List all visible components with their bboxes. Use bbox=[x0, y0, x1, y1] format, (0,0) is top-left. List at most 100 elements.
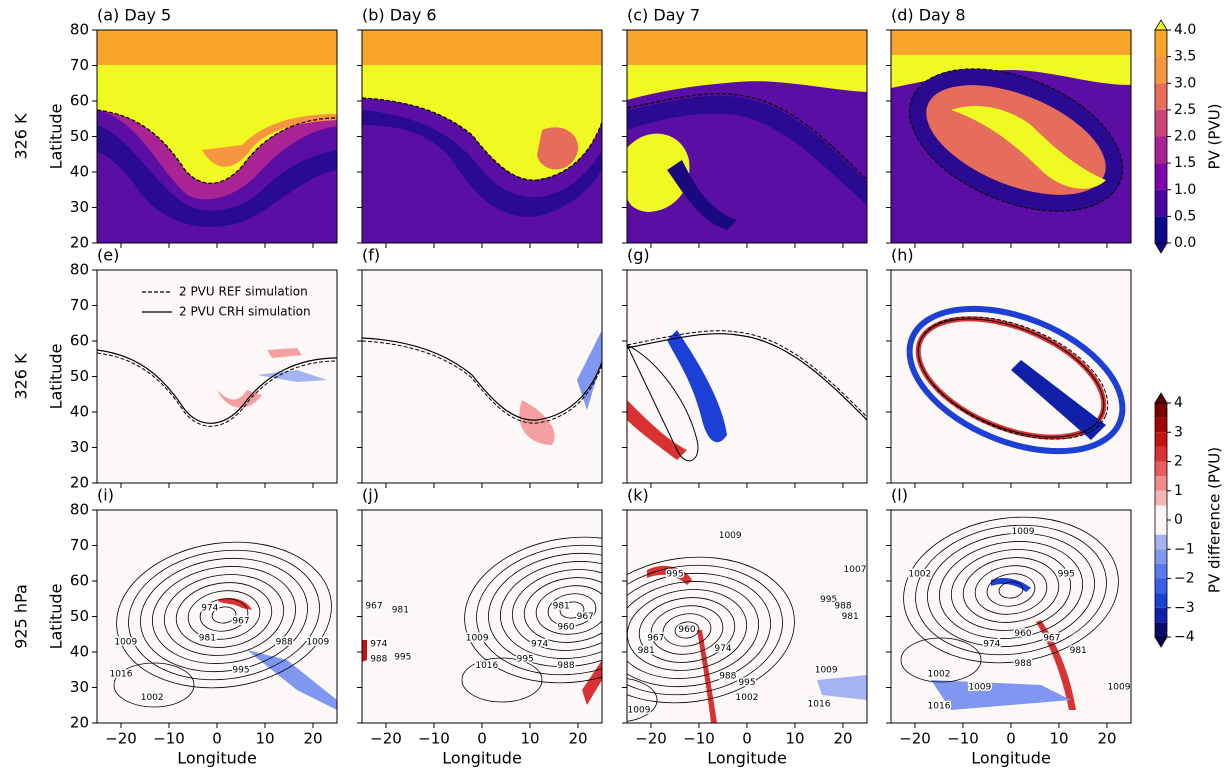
field-shape bbox=[97, 349, 337, 424]
y-tick-label: 70 bbox=[70, 56, 89, 74]
contour-label: 1009 bbox=[1012, 527, 1035, 537]
field-shape bbox=[667, 160, 737, 230]
y-tick-label: 50 bbox=[70, 127, 89, 145]
contour-label: 1016 bbox=[928, 701, 951, 711]
isobar bbox=[627, 581, 760, 679]
field-shape bbox=[217, 390, 262, 408]
contour-label: 974 bbox=[531, 640, 548, 650]
panel-title: (k) bbox=[627, 486, 649, 505]
contour-label: 981 bbox=[392, 606, 409, 616]
isobar bbox=[116, 541, 332, 689]
panel-field bbox=[891, 30, 1131, 243]
isobar bbox=[199, 598, 249, 632]
field-shape bbox=[577, 330, 602, 410]
x-tick-label: 20 bbox=[833, 730, 852, 748]
colorbar-band bbox=[1155, 136, 1167, 164]
x-tick-label: 0 bbox=[742, 730, 752, 748]
colorbar-band bbox=[1155, 109, 1167, 137]
isobar bbox=[140, 557, 308, 673]
isobar bbox=[950, 549, 1072, 631]
y-tick-label: 80 bbox=[70, 21, 89, 39]
y-axis-label: Latitude bbox=[47, 584, 66, 650]
x-tick-label: −10 bbox=[947, 730, 979, 748]
contour-label: 988 bbox=[719, 672, 736, 682]
isobar bbox=[627, 678, 658, 722]
field-shape bbox=[362, 97, 602, 181]
isobar bbox=[900, 637, 982, 683]
field-shape bbox=[627, 95, 867, 205]
contour-label: 1009 bbox=[968, 682, 991, 692]
row-label: 925 hPa bbox=[12, 584, 31, 649]
isobar bbox=[998, 581, 1024, 599]
isobar bbox=[151, 566, 297, 664]
contour-label: 1009 bbox=[466, 633, 489, 643]
field-shape bbox=[257, 370, 327, 382]
colorbar-band bbox=[1155, 534, 1167, 550]
panel-field bbox=[627, 30, 867, 243]
contour-label: 967 bbox=[577, 612, 594, 622]
y-tick-label: 40 bbox=[70, 403, 89, 421]
contour-label: 1002 bbox=[908, 569, 931, 579]
panel-field bbox=[891, 510, 1131, 723]
colorbar-band bbox=[1155, 622, 1167, 637]
colorbar-band bbox=[1155, 578, 1167, 594]
isobar bbox=[547, 593, 597, 627]
isobar bbox=[962, 557, 1060, 623]
y-tick-label: 20 bbox=[70, 714, 89, 732]
field-shape bbox=[97, 109, 337, 184]
panel-title: (d) Day 8 bbox=[891, 6, 966, 25]
colorbar-tick-label: −2 bbox=[1174, 571, 1195, 587]
colorbar-band bbox=[1155, 549, 1167, 564]
colorbar-tick-label: 2.0 bbox=[1174, 129, 1196, 145]
contour-label: 988 bbox=[557, 661, 574, 671]
colorbar-label: PV difference (PVU) bbox=[1206, 447, 1224, 593]
x-tick-label: 10 bbox=[255, 730, 274, 748]
colorbar-band bbox=[1155, 490, 1167, 506]
colorbar-tick-label: 1.0 bbox=[1174, 182, 1196, 198]
panel-field bbox=[362, 510, 602, 723]
x-tick-label: 10 bbox=[1049, 730, 1068, 748]
isobar bbox=[627, 572, 771, 688]
panel-field bbox=[97, 510, 337, 723]
field-shape bbox=[627, 65, 867, 100]
y-tick-label: 40 bbox=[70, 643, 89, 661]
x-tick-label: −20 bbox=[105, 730, 137, 748]
colorbar-band bbox=[1155, 593, 1167, 608]
contour-label: 974 bbox=[370, 640, 387, 650]
contour-label: 960 bbox=[1014, 629, 1031, 639]
contour-label: 981 bbox=[842, 612, 859, 622]
x-tick-label: 0 bbox=[1006, 730, 1016, 748]
colorbar-band bbox=[1155, 30, 1167, 57]
contour-label: 967 bbox=[232, 616, 249, 626]
field-shape bbox=[537, 127, 579, 170]
x-tick-label: −10 bbox=[683, 730, 715, 748]
panel-field bbox=[362, 30, 602, 243]
isobar bbox=[627, 589, 748, 671]
row-label: 326 K bbox=[12, 113, 31, 160]
y-tick-label: 60 bbox=[70, 572, 89, 590]
isobar bbox=[523, 577, 602, 643]
isobar bbox=[476, 544, 602, 676]
contour-label: 995 bbox=[738, 678, 755, 688]
contour-label: 995 bbox=[666, 569, 683, 579]
y-tick-label: 70 bbox=[70, 536, 89, 554]
contour-label: 967 bbox=[365, 601, 382, 611]
contour-label: 960 bbox=[557, 623, 574, 633]
contour-label: 981 bbox=[1070, 646, 1087, 656]
field-shape bbox=[362, 640, 367, 662]
isobar bbox=[113, 662, 195, 708]
colorbar-band bbox=[1155, 83, 1167, 110]
contour-label: 995 bbox=[1058, 569, 1075, 579]
x-tick-label: −20 bbox=[635, 730, 667, 748]
field-shape bbox=[627, 330, 867, 418]
colorbar-tick-label: −4 bbox=[1174, 629, 1195, 645]
contour-label: 1007 bbox=[844, 565, 867, 575]
colorbar-band bbox=[1155, 56, 1167, 84]
contour-label: 1009 bbox=[719, 531, 742, 541]
isobar bbox=[986, 573, 1036, 607]
y-tick-label: 80 bbox=[70, 261, 89, 279]
colorbar-band bbox=[1155, 403, 1167, 418]
field-shape bbox=[817, 675, 867, 700]
colorbar-band bbox=[1155, 446, 1167, 462]
isobar bbox=[128, 549, 320, 681]
